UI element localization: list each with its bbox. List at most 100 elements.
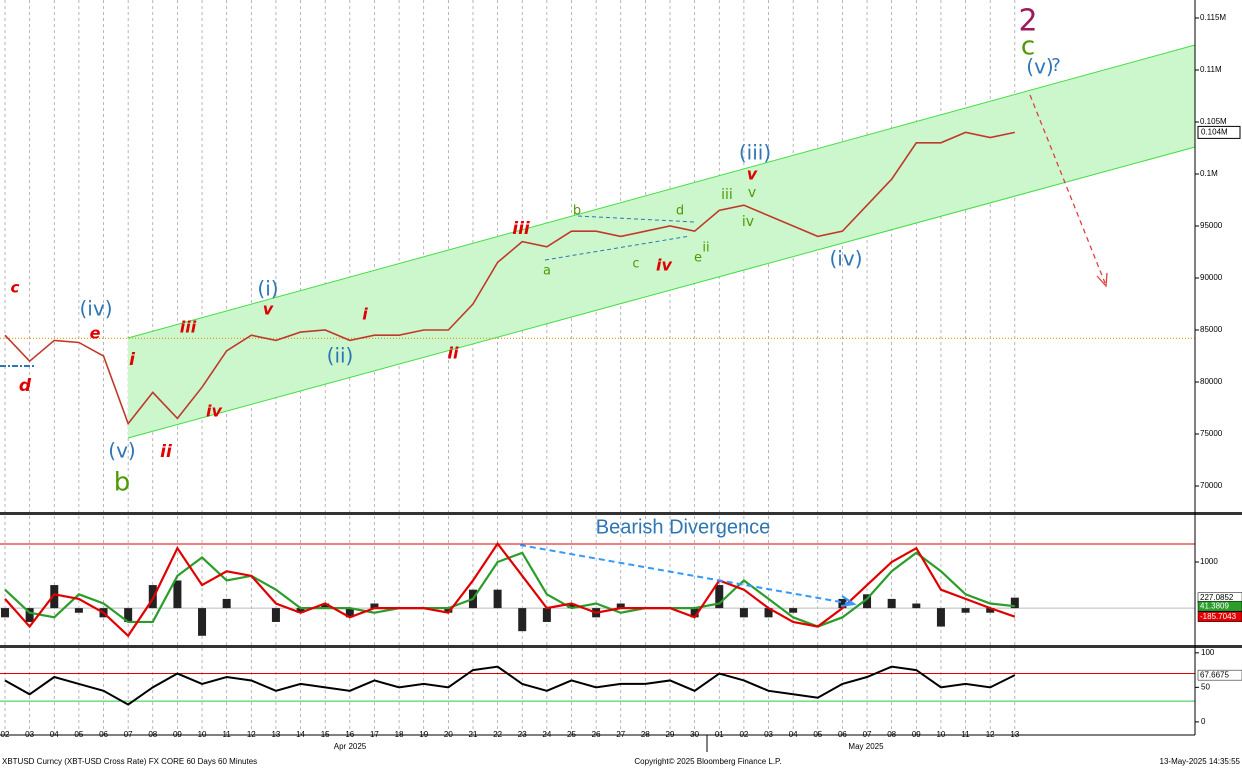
histogram-bar <box>296 608 305 613</box>
histogram-bar <box>863 594 872 609</box>
x-tick-label: 09 <box>173 730 182 739</box>
x-tick-label: 20 <box>444 730 453 739</box>
x-tick-label: 02 <box>739 730 748 739</box>
price-label: 0.104M <box>1201 128 1228 137</box>
histogram-bar <box>887 598 896 609</box>
x-tick-label: 12 <box>247 730 256 739</box>
x-tick-label: 06 <box>838 730 847 739</box>
histogram-bar <box>936 608 945 627</box>
wave-label: a <box>543 264 551 279</box>
histogram-bar <box>25 608 34 622</box>
y-tick-label: 0.11M <box>1200 65 1222 74</box>
wave-label: d <box>676 204 684 219</box>
series-line <box>4 551 1015 628</box>
panel-separator <box>0 512 1242 515</box>
x-tick-label: 15 <box>321 730 330 739</box>
end-label-box <box>1197 669 1242 681</box>
forecast-arrow <box>1029 94 1106 284</box>
wave-label: c <box>11 279 20 297</box>
histogram-bar <box>321 603 330 609</box>
x-tick-label: 13 <box>1010 730 1019 739</box>
histogram-bar <box>1 608 9 618</box>
series-line <box>4 665 1016 706</box>
x-tick-label: 14 <box>296 730 305 739</box>
end-label: -185.7043 <box>1200 612 1237 621</box>
x-tick-label: 17 <box>370 730 379 739</box>
wave-label: v <box>748 185 756 201</box>
histogram-bar <box>961 608 970 613</box>
histogram-bar <box>789 608 798 613</box>
wave-label: (i) <box>257 277 278 301</box>
wave-label: iii <box>512 219 531 239</box>
wave-label: ii <box>448 344 459 363</box>
x-tick-label: 01 <box>715 730 724 739</box>
x-tick-label: 08 <box>887 730 896 739</box>
x-tick-label: 24 <box>542 730 551 739</box>
x-tick-label: 13 <box>271 730 280 739</box>
wave-label: ? <box>1051 55 1061 76</box>
y-tick-label: 80000 <box>1200 377 1223 386</box>
end-label-box <box>1197 600 1242 612</box>
histogram-bar <box>518 608 527 632</box>
y-tick-label: 75000 <box>1200 429 1223 438</box>
forecast-arrowhead <box>1096 272 1108 288</box>
footer-timestamp: 13-May-2025 14:35:55 <box>1160 757 1241 766</box>
y-tick-label: 0.115M <box>1200 13 1226 22</box>
x-tick-label: 27 <box>616 730 625 739</box>
x-tick-label: 04 <box>50 730 59 739</box>
histogram-bar <box>715 585 724 609</box>
x-tick-label: 04 <box>789 730 798 739</box>
x-tick-label: 30 <box>690 730 699 739</box>
y-tick-label: 90000 <box>1200 273 1223 282</box>
x-tick-label: 10 <box>936 730 945 739</box>
histogram-bar <box>444 608 453 613</box>
x-tick-label: 28 <box>641 730 650 739</box>
x-tick-label: 11 <box>961 730 970 739</box>
wave-label: iv <box>656 256 672 275</box>
wave-label: 2 <box>1018 4 1037 39</box>
divergence-arrow <box>519 544 853 605</box>
histogram-bar <box>370 603 379 609</box>
panel-separator <box>0 645 1242 648</box>
x-tick-label: 19 <box>419 730 428 739</box>
y-tick-label: 70000 <box>1200 481 1223 490</box>
wave-label: e <box>90 324 101 343</box>
wave-label: i <box>129 350 136 370</box>
histogram-bar <box>838 598 847 609</box>
x-tick-label: 11 <box>223 730 232 739</box>
end-label: 227.0852 <box>1200 593 1234 602</box>
y-tick-label: 0.105M <box>1200 117 1227 126</box>
x-tick-label: 05 <box>813 730 822 739</box>
wave-label: v <box>263 300 274 319</box>
price-label-box <box>1197 125 1241 139</box>
x-tick-label: 29 <box>666 730 675 739</box>
footer-copyright: Copyright© 2025 Bloomberg Finance L.P. <box>634 757 781 766</box>
wave-label: v <box>747 165 758 184</box>
histogram-bar <box>739 608 748 618</box>
plot-layer: 70000 75000 80000 85000 90000 95000 0.1M 0.105M… <box>0 0 1242 752</box>
y-tick-label: 0 <box>1201 717 1206 726</box>
end-label: 67.6675 <box>1200 670 1229 679</box>
x-tick-label: 07 <box>863 730 872 739</box>
x-tick-label: 25 <box>567 730 576 739</box>
wave-label: (v) <box>108 439 135 463</box>
x-tick-label: 12 <box>986 730 995 739</box>
wave-label: iii <box>721 187 733 203</box>
y-tick-label: 100 <box>1201 648 1215 657</box>
x-tick-label: 16 <box>345 730 354 739</box>
histogram-bar <box>912 603 921 609</box>
histogram-bar <box>222 598 231 609</box>
x-tick-label: 06 <box>99 730 108 739</box>
channel-upper <box>127 44 1196 339</box>
chart-title: Bearish Divergence <box>596 516 771 538</box>
histogram-bar <box>124 608 133 622</box>
x-tick-label: 07 <box>124 730 133 739</box>
histogram-bar <box>493 589 502 609</box>
x-tick-label: 23 <box>518 730 527 739</box>
x-tick-label: 03 <box>25 730 34 739</box>
month-label: May 2025 <box>848 742 884 751</box>
x-tick-label: 10 <box>198 730 207 739</box>
y-tick-label: 1000 <box>1200 557 1218 566</box>
